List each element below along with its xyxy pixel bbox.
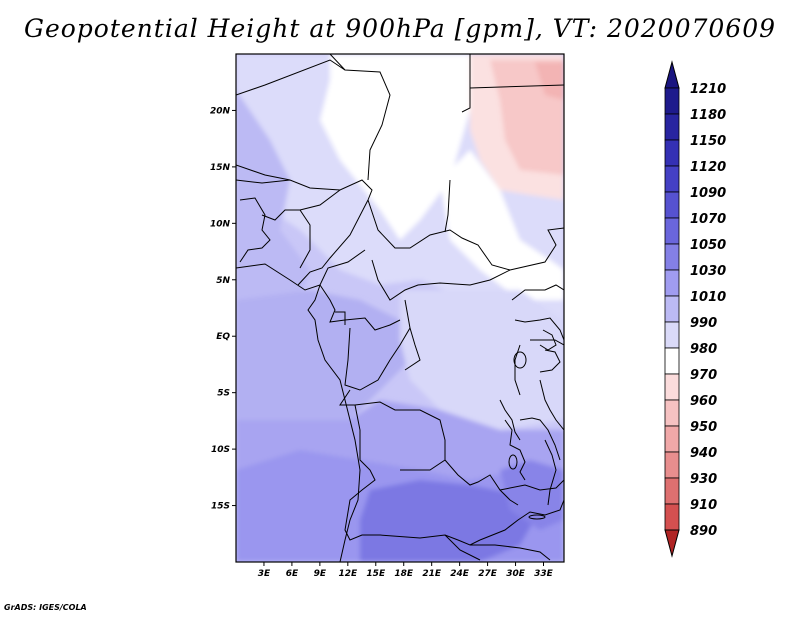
colorbar-swatch	[664, 165, 680, 193]
colorbar-label: 1090	[690, 186, 726, 201]
colorbar-label: 960	[690, 394, 717, 409]
longitude-ticks: 3E 6E 9E 12E 15E 18E 21E 24E 27E 30E 33E	[258, 562, 554, 579]
lon-tick-label: 3E	[258, 569, 271, 579]
colorbar: 1210 1180 1150 1120 1090 1070 1050 1030 1010 990 9…	[664, 60, 726, 558]
colorbar-label: 1070	[690, 212, 726, 227]
colorbar-label: 890	[690, 524, 717, 539]
colorbar-swatch	[664, 87, 680, 115]
lon-tick-label: 12E	[338, 569, 358, 579]
colorbar-swatch	[664, 347, 680, 375]
country-boundaries	[236, 54, 564, 562]
lon-tick-label: 21E	[422, 569, 442, 579]
colorbar-swatch	[664, 139, 680, 167]
lon-tick-label: 6E	[286, 569, 299, 579]
colorbar-label: 1120	[690, 160, 726, 175]
colorbar-swatch	[664, 399, 680, 427]
colorbar-label: 940	[690, 446, 717, 461]
colorbar-swatch	[664, 373, 680, 401]
colorbar-label: 930	[690, 472, 717, 487]
lon-tick-label: 33E	[534, 569, 554, 579]
colorbar-swatch	[664, 191, 680, 219]
colorbar-swatch	[664, 243, 680, 271]
lon-tick-label: 15E	[366, 569, 386, 579]
lat-tick-label: 5S	[217, 389, 230, 399]
colorbar-swatch	[664, 477, 680, 505]
lat-tick-label: 15S	[211, 502, 230, 512]
colorbar-label: 1210	[690, 82, 726, 97]
colorbar-label: 990	[690, 316, 717, 331]
colorbar-label: 910	[690, 498, 717, 513]
lat-tick-label: 15N	[210, 163, 231, 173]
colorbar-label: 1010	[690, 290, 726, 305]
colorbar-label: 1180	[690, 108, 726, 123]
colorbar-swatch	[664, 269, 680, 297]
colorbar-label: 970	[690, 368, 717, 383]
colorbar-label: 950	[690, 420, 717, 435]
height-field	[236, 54, 564, 562]
credit-text: GrADS: IGES/COLA	[4, 603, 87, 612]
colorbar-swatch	[664, 295, 680, 323]
colorbar-swatch	[664, 503, 680, 531]
colorbar-swatch	[664, 217, 680, 245]
colorbar-swatch	[664, 321, 680, 349]
colorbar-swatch	[664, 451, 680, 479]
colorbar-swatch	[664, 113, 680, 141]
lon-tick-label: 24E	[450, 569, 470, 579]
colorbar-label: 1030	[690, 264, 726, 279]
colorbar-top-arrow	[664, 60, 680, 89]
lat-tick-label: 20N	[210, 106, 231, 116]
lon-tick-label: 9E	[314, 569, 327, 579]
latitude-ticks: 20N 15N 10N 5N EQ 5S 10S 15S	[210, 106, 236, 512]
lat-tick-label: 10S	[211, 445, 230, 455]
colorbar-swatch	[664, 425, 680, 453]
map-frame	[235, 53, 565, 563]
map-title: Geopotential Height at 900hPa [gpm], VT:…	[23, 14, 777, 43]
lon-tick-label: 27E	[478, 569, 498, 579]
colorbar-label: 980	[690, 342, 717, 357]
lat-tick-label: 5N	[216, 276, 230, 286]
colorbar-label: 1150	[690, 134, 726, 149]
lon-tick-label: 30E	[506, 569, 526, 579]
colorbar-label: 1050	[690, 238, 726, 253]
lat-tick-label: 10N	[210, 219, 231, 229]
lat-tick-label: EQ	[216, 332, 230, 342]
colorbar-bottom-arrow	[664, 529, 680, 558]
lon-tick-label: 18E	[394, 569, 414, 579]
